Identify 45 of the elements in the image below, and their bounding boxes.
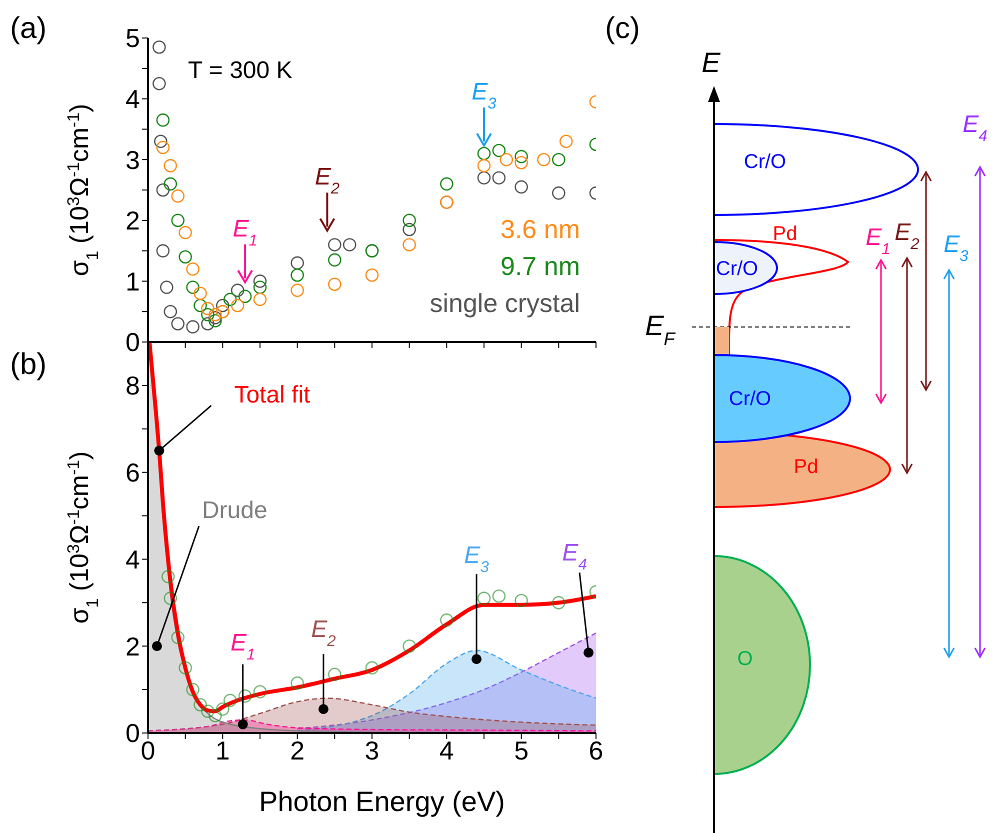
annotation: E$_{2}$ [314,164,340,198]
x-tick-label: 4 [439,735,454,766]
y-tick-label: 4 [126,84,140,114]
y-tick-label: 6 [126,458,140,488]
annotation: E$_{1}$ [232,215,258,249]
x-tick-label: 1 [215,735,230,766]
x-tick-label: 5 [514,735,529,766]
annotation: E$_{2}$ [311,616,336,650]
series-label: 3.6 nm [500,214,580,244]
text: Pd [794,456,818,478]
y-tick-label: 2 [126,631,140,662]
x-tick-label: 3 [364,735,380,766]
y-tick-label: 8 [126,370,140,401]
text: Cr/O [728,388,772,410]
text: 9.7 nm [500,251,580,281]
y-tick-label: 5 [126,23,140,54]
text: E$_{2}$ [894,219,920,252]
text: single crystal [430,288,580,318]
x-axis-title: Photon Energy (eV) [259,786,505,817]
x-tick-label: 6 [588,735,604,766]
y-tick-label: 0 [126,327,140,358]
text: E$_{4}$ [962,111,988,144]
text: Cr/O [744,151,786,173]
text: Cr/O [716,258,758,280]
annotation: T = 300 K [188,57,292,84]
text: E [702,47,721,78]
annotation: E$_{3}$ [472,78,497,112]
y-tick-label: 4 [126,544,140,574]
text: (c) [605,12,640,45]
chart-title: (a) [10,12,47,45]
annotation: Drude [202,497,268,524]
text: E$_{F}$ [645,310,676,349]
chart-title: (b) [10,348,47,381]
text: E$_{3}$ [944,231,969,264]
annotation: E$_{3}$ [464,542,490,576]
y-tick-label: 2 [126,206,140,236]
text: Pd [772,223,798,245]
y-tick-label: 1 [126,266,140,296]
text: O [737,648,753,670]
annotation: Total fit [234,382,311,409]
x-tick-label: 2 [290,735,305,766]
annotation: E$_{1}$ [230,629,256,663]
text: E$_{1}$ [866,224,890,258]
y-tick-label: 3 [126,144,140,175]
annotation: E$_{4}$ [562,540,588,574]
